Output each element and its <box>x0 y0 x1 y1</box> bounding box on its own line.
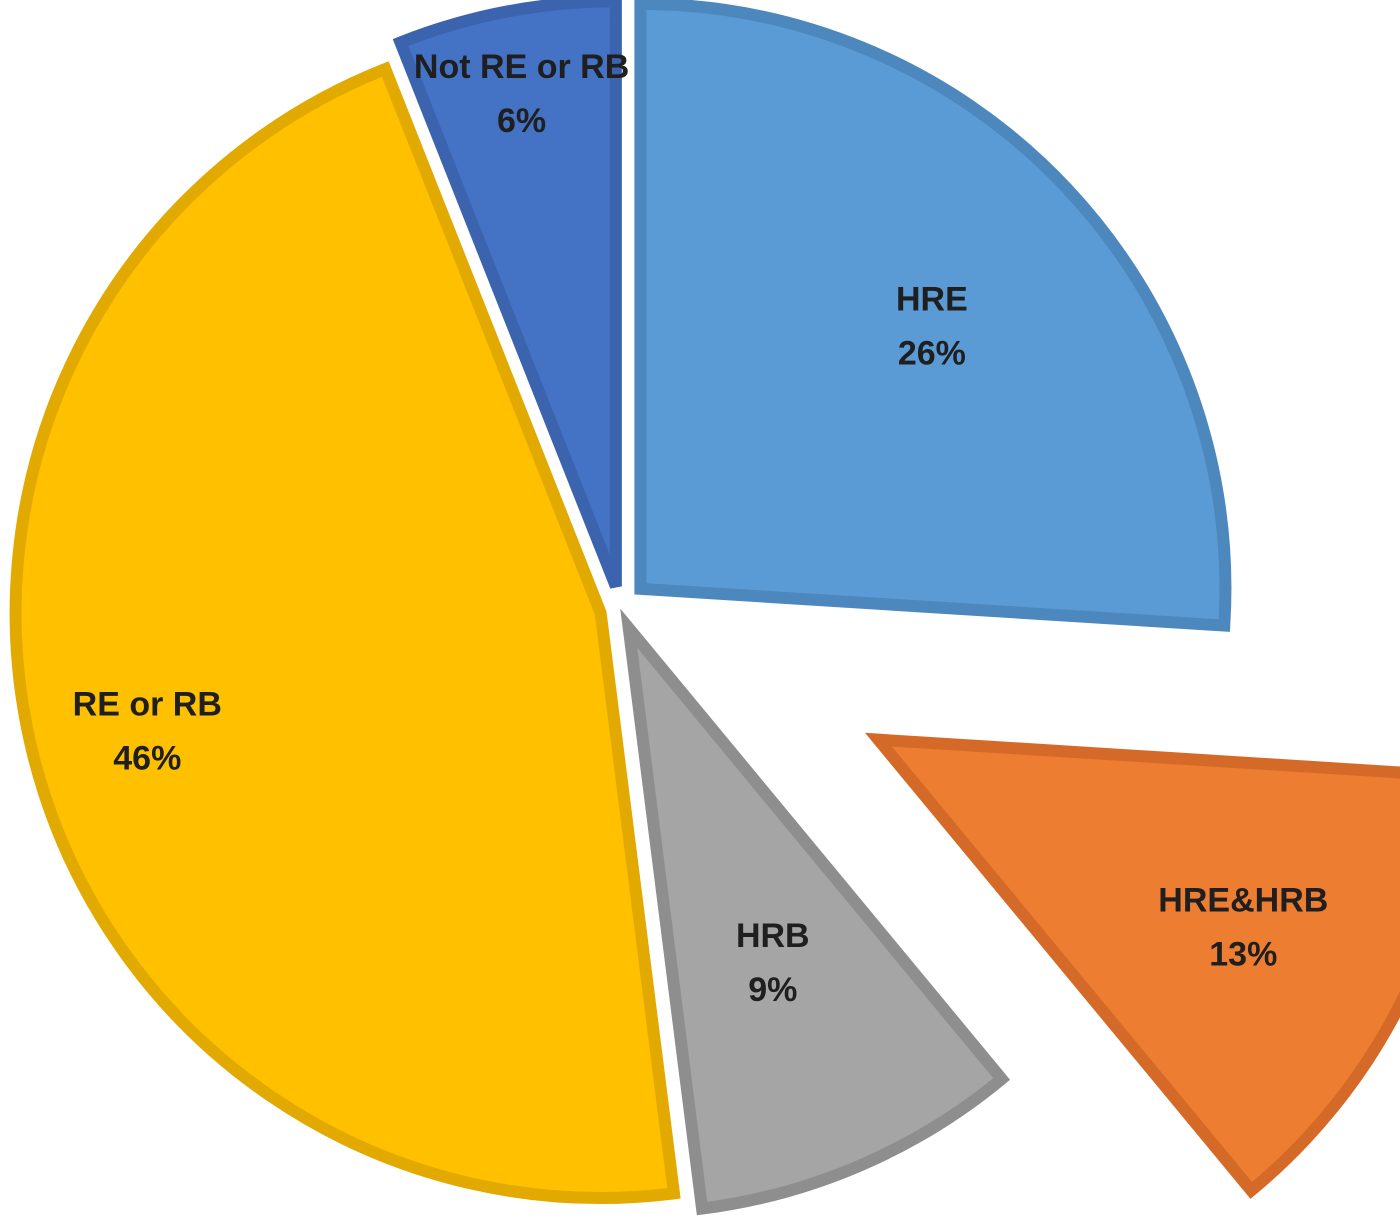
pie-labels: HRE 26% HRE&HRB 13% HRB 9% RE or RB 46% Not RE o… <box>73 48 1329 1009</box>
slice-label: HRE <box>896 281 968 319</box>
slice-label: Not RE or RB <box>414 48 629 86</box>
slice-percent-label: 26% <box>898 335 966 373</box>
pie-slice-hre-hrb <box>864 732 1400 1199</box>
slice-label: HRE&HRB <box>1158 882 1328 920</box>
pie-slices <box>9 0 1400 1216</box>
slice-label: RE or RB <box>73 685 222 723</box>
pie-slice-hre <box>634 0 1232 632</box>
pie-slice-re-or-rb <box>9 61 681 1204</box>
pie-slice-hrb <box>620 608 1011 1216</box>
slice-label: HRB <box>736 917 810 955</box>
slice-percent-label: 46% <box>113 739 181 777</box>
slice-percent-label: 13% <box>1209 936 1277 974</box>
slice-percent-label: 6% <box>497 102 546 140</box>
slice-percent-label: 9% <box>748 971 797 1009</box>
pie-slice-not-re-or-rb <box>392 0 622 589</box>
